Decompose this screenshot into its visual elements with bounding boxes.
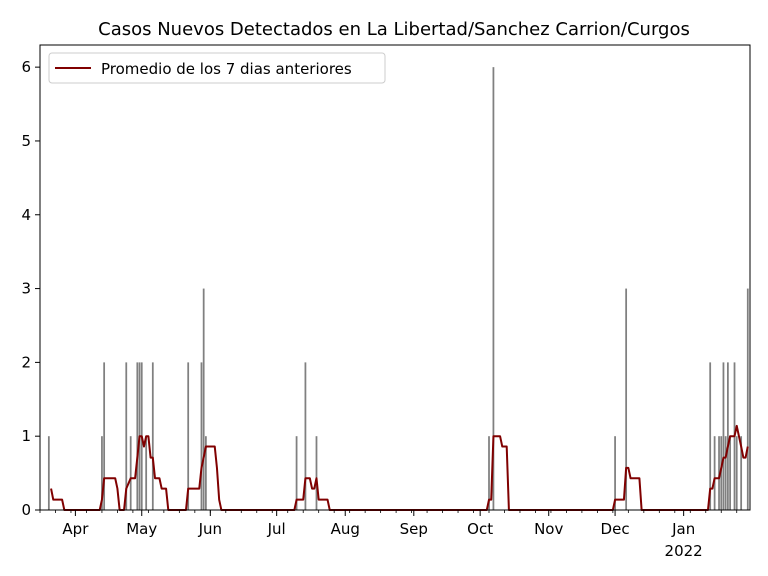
bar — [295, 436, 298, 510]
legend: Promedio de los 7 dias anteriores — [48, 52, 386, 84]
bar — [101, 436, 103, 510]
bar — [614, 436, 616, 510]
y-tick-label: 0 — [21, 501, 31, 519]
y-tick-label: 5 — [21, 132, 31, 150]
plot-frame — [39, 44, 751, 511]
bar — [136, 362, 139, 510]
x-tick-label: Jun — [198, 520, 222, 538]
x-tick-label: May — [126, 520, 157, 538]
x-tick-label: Aug — [331, 520, 360, 538]
bar — [727, 362, 729, 510]
bar — [709, 362, 712, 510]
bar — [722, 362, 725, 510]
x-tick-label: Dec — [601, 520, 630, 538]
y-tick-label: 1 — [21, 427, 31, 445]
bar — [492, 67, 495, 510]
bar — [625, 288, 628, 510]
bar — [713, 436, 716, 510]
bar — [145, 436, 148, 510]
bar — [103, 362, 106, 510]
bar — [735, 436, 738, 510]
bar — [200, 362, 203, 510]
y-axis: 0 1 2 3 4 5 6 — [21, 58, 40, 519]
x-tick-label: Jan — [671, 520, 695, 538]
bar — [125, 362, 128, 510]
x-tick-label: Jul — [267, 520, 286, 538]
y-tick-label: 6 — [21, 58, 31, 76]
line-series-path — [50, 424, 749, 511]
line-series — [50, 424, 749, 511]
bar — [729, 436, 731, 510]
y-tick-label: 2 — [21, 353, 31, 371]
bar — [724, 436, 727, 510]
bar — [315, 436, 318, 510]
x-tick-label: Apr — [62, 520, 89, 538]
bar — [304, 362, 307, 510]
bar — [151, 362, 154, 510]
legend-box — [48, 52, 386, 84]
y-tick-label: 4 — [21, 206, 31, 224]
legend-label: Promedio de los 7 dias anteriores — [101, 60, 352, 78]
x-tick-label: Sep — [400, 520, 428, 538]
bar — [129, 436, 132, 510]
x-tick-label: Nov — [534, 520, 563, 538]
chart-title: Casos Nuevos Detectados en La Libertad/S… — [98, 19, 690, 40]
x-axis: Apr May Jun Jul Aug Sep Oct Nov Dec Jan 2022 — [39, 510, 738, 560]
x-tick-label: Oct — [467, 520, 493, 538]
bar — [746, 288, 749, 510]
bar — [202, 288, 205, 510]
bar — [47, 436, 50, 510]
bar-series — [47, 67, 749, 510]
bar — [720, 436, 723, 510]
bar — [718, 436, 720, 510]
bar — [488, 436, 490, 510]
bar — [205, 436, 207, 510]
y-tick-label: 3 — [21, 280, 31, 298]
x-tick-year-label: 2022 — [665, 542, 703, 560]
bar — [740, 436, 743, 510]
bar — [187, 362, 190, 510]
